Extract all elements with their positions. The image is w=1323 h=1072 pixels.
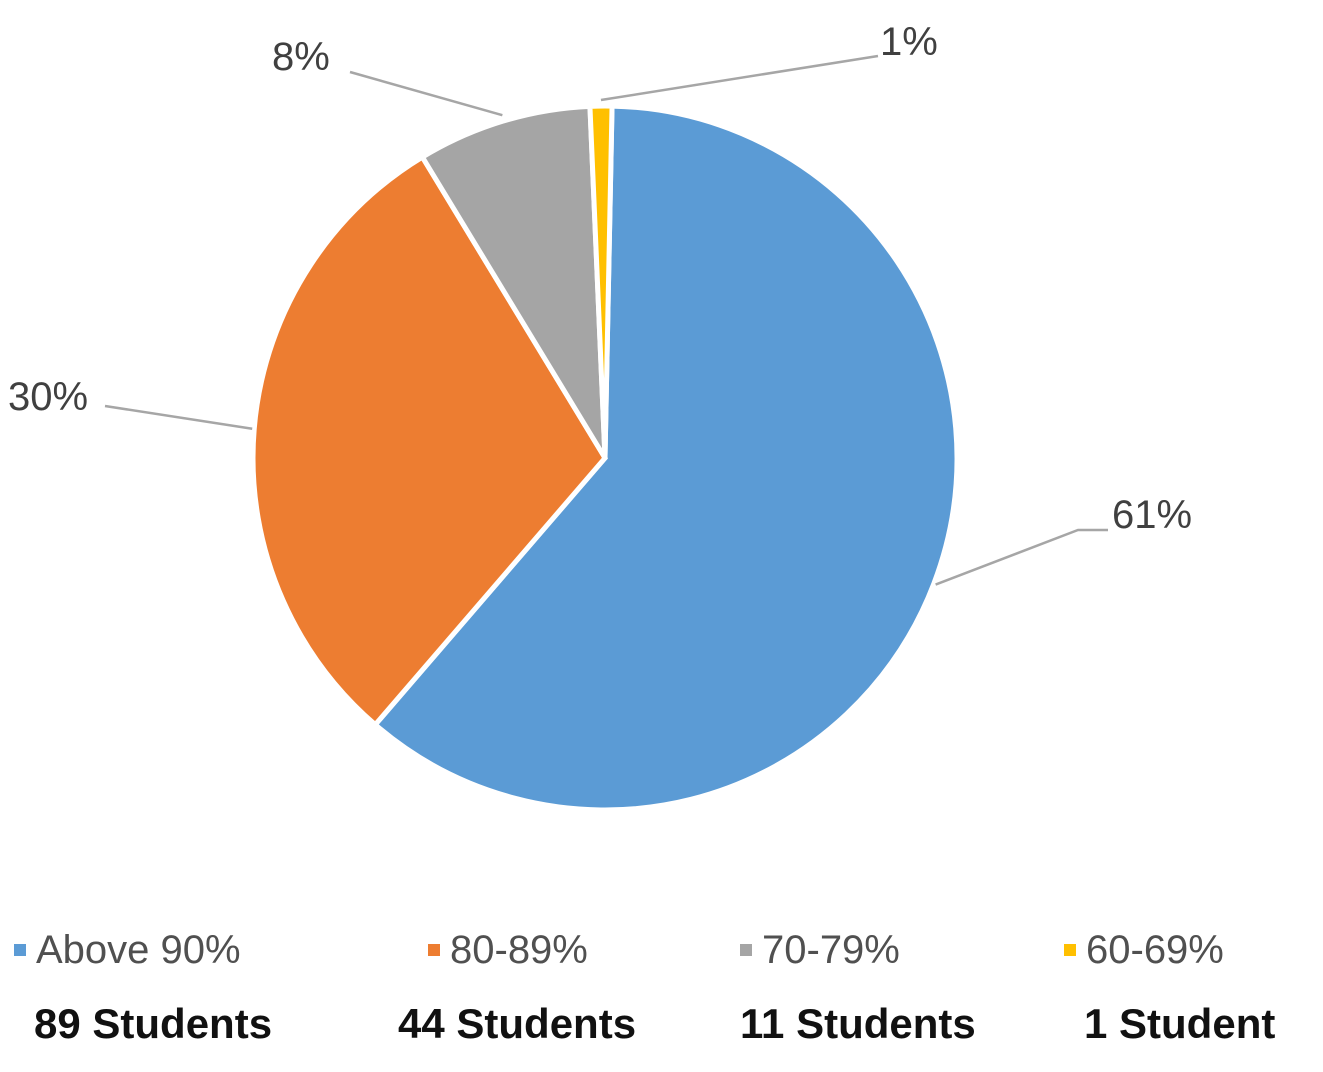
student-count-80-89: 44 Students (398, 1000, 637, 1047)
legend-item-70-79: 70-79% (740, 920, 900, 980)
pie-chart: 61% 30% 8% 1% (8, 20, 1193, 813)
leader-line-60-69 (600, 54, 879, 102)
leader-line-70-79 (349, 70, 503, 117)
slice-label-60-69: 1% (880, 20, 938, 64)
pie-slice-80-89 (250, 153, 609, 729)
legend-swatch-70-79 (740, 944, 752, 956)
legend-swatch-above-90 (14, 944, 26, 956)
legend-item-80-89: 80-89% (428, 920, 588, 980)
legend-swatch-60-69 (1064, 944, 1076, 956)
student-count-60-69: 1 Student (1084, 1000, 1276, 1047)
legend-item-above-90: Above 90% (14, 920, 241, 980)
slice-label-80-89: 30% (8, 375, 88, 419)
student-count-above-90: 89 Students (34, 1000, 273, 1047)
pie-slice-70-79 (418, 103, 608, 460)
leader-line-above-90 (935, 528, 1108, 586)
slice-labels: 61% 30% 8% 1% (8, 20, 1192, 537)
legend-swatch-80-89 (428, 944, 440, 956)
student-count-70-79: 11 Students (740, 1000, 976, 1047)
pie-slices (250, 103, 960, 813)
leader-lines (104, 54, 1108, 586)
legend-label-80-89: 80-89% (450, 927, 588, 972)
leader-line-80-89 (104, 404, 253, 430)
legend-label-above-90: Above 90% (36, 927, 241, 972)
pie-slice-above-90 (371, 103, 960, 813)
slice-label-70-79: 8% (272, 35, 330, 79)
legend-label-70-79: 70-79% (762, 927, 900, 972)
slice-label-above-90: 61% (1112, 493, 1192, 537)
legend-item-60-69: 60-69% (1064, 920, 1224, 980)
pie-slice-60-69 (587, 103, 615, 459)
legend-label-60-69: 60-69% (1086, 927, 1224, 972)
legend: Above 90% 80-89% 70-79% 60-69% 89 Studen… (0, 920, 1310, 1072)
